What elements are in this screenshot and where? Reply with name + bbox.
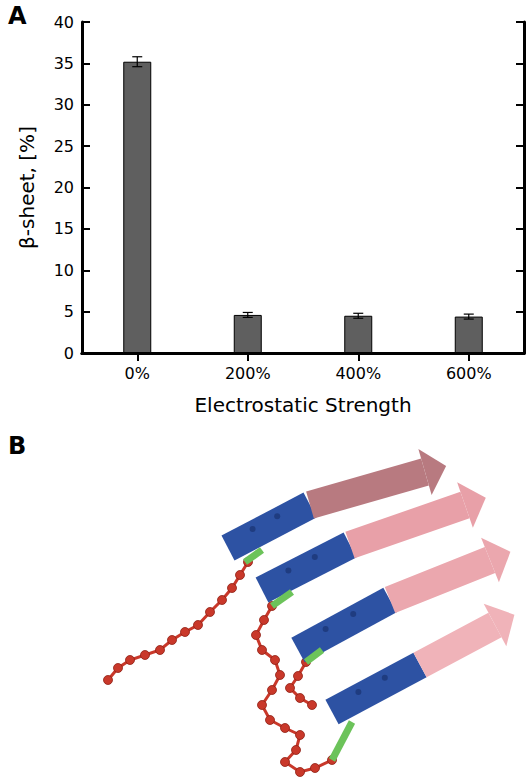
html-text:A: A [8, 2, 27, 30]
svg-text:0%: 0% [125, 364, 150, 383]
svg-text:40: 40 [54, 13, 74, 32]
svg-text:35: 35 [54, 54, 74, 73]
svg-text:25: 25 [54, 137, 74, 156]
svg-text:Electrostatic Strength: Electrostatic Strength [194, 393, 411, 417]
svg-text:0: 0 [64, 344, 74, 363]
svg-text:β-sheet, [%]: β-sheet, [%] [15, 126, 39, 249]
svg-text:10: 10 [54, 261, 74, 280]
svg-text:20: 20 [54, 178, 74, 197]
svg-text:200%: 200% [225, 364, 271, 383]
svg-text:30: 30 [54, 95, 74, 114]
svg-text:5: 5 [64, 302, 74, 321]
svg-text:400%: 400% [335, 364, 381, 383]
svg-text:15: 15 [54, 219, 74, 238]
html-text:B: B [8, 432, 27, 460]
svg-text:600%: 600% [446, 364, 492, 383]
